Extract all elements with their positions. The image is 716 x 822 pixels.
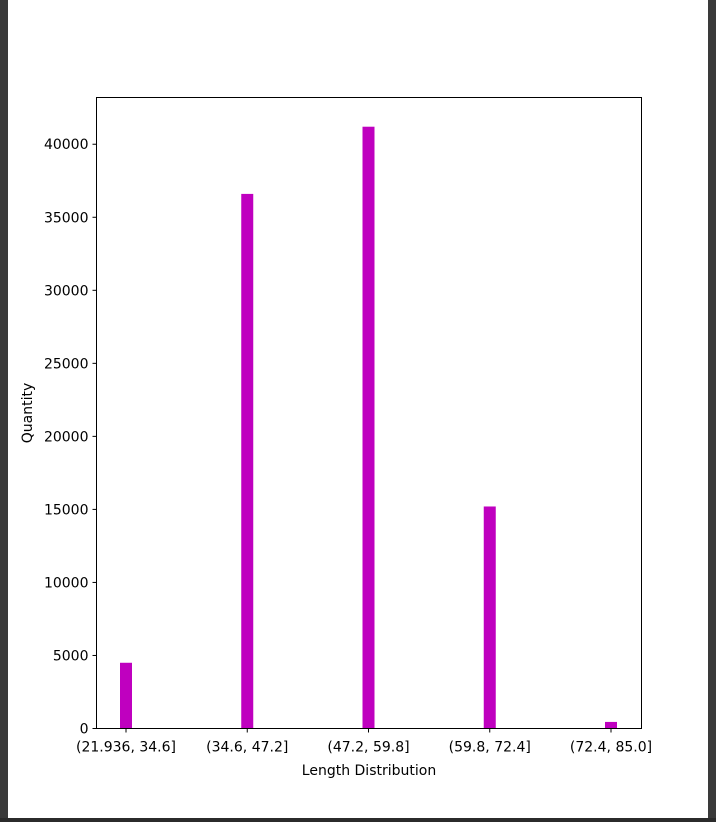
y-axis-label: Quantity: [20, 383, 36, 444]
x-axis-label: Length Distribution: [302, 763, 436, 779]
bar-chart: 0 5000 10000 15000 20000 25000 30000 35000 40000…: [20, 97, 652, 779]
x-tick-label-3: (47.2, 59.8]: [327, 740, 409, 756]
bars-group: [120, 126, 617, 729]
bar-3: [362, 126, 375, 729]
y-tick-label-7: 30000: [44, 283, 89, 299]
x-axis: (21.936, 34.6] (34.6, 47.2] (47.2, 59.8] (5…: [76, 728, 652, 756]
x-tick-label-1: (21.936, 34.6]: [76, 740, 176, 756]
y-tick-label-8: 35000: [44, 210, 89, 226]
bar-5: [605, 721, 617, 729]
y-axis: 0 5000 10000 15000 20000 25000 30000 35000 40000: [44, 137, 97, 738]
y-tick-label-5: 20000: [44, 429, 89, 445]
y-tick-label-4: 15000: [44, 502, 89, 518]
y-tick-label-6: 25000: [44, 356, 89, 372]
right-window-edge: [708, 0, 716, 818]
y-tick-label-1: 0: [80, 722, 89, 738]
y-tick-label-3: 10000: [44, 575, 89, 591]
x-tick-label-5: (72.4, 85.0]: [570, 740, 652, 756]
bar-1: [120, 662, 132, 729]
y-tick-label-9: 40000: [44, 137, 89, 153]
x-tick-label-2: (34.6, 47.2]: [206, 740, 288, 756]
bar-4: [483, 506, 496, 729]
left-window-edge: [0, 0, 8, 818]
figure-canvas: 0 5000 10000 15000 20000 25000 30000 35000 40000…: [8, 0, 708, 818]
y-tick-label-2: 5000: [53, 648, 89, 664]
x-tick-label-4: (59.8, 72.4]: [449, 740, 531, 756]
bar-2: [241, 193, 254, 729]
